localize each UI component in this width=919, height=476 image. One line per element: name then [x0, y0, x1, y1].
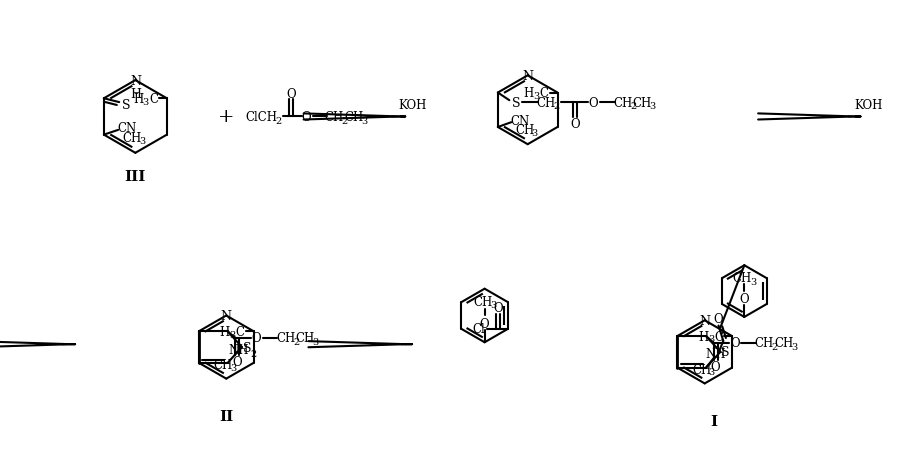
- Text: O: O: [713, 313, 722, 326]
- Text: 2: 2: [771, 342, 777, 351]
- Text: 3: 3: [230, 363, 236, 372]
- Text: O: O: [301, 111, 312, 124]
- Text: CH: CH: [754, 337, 773, 349]
- Text: C: C: [713, 330, 722, 343]
- Text: 2: 2: [342, 117, 347, 126]
- Text: 3: 3: [360, 117, 367, 126]
- Text: 3: 3: [139, 137, 145, 146]
- Text: N: N: [698, 314, 709, 327]
- Text: CH: CH: [536, 97, 555, 109]
- Text: 3: 3: [142, 98, 149, 107]
- Text: O: O: [286, 88, 296, 101]
- Text: 2: 2: [293, 337, 300, 347]
- Text: C: C: [149, 92, 158, 106]
- Text: 2: 2: [275, 117, 281, 126]
- Text: C: C: [539, 87, 548, 100]
- Text: O: O: [710, 360, 720, 373]
- Text: 3: 3: [790, 342, 797, 351]
- Text: N: N: [522, 69, 533, 83]
- Text: C: C: [235, 325, 244, 338]
- Text: O: O: [588, 97, 597, 109]
- Text: KOH: KOH: [398, 99, 426, 111]
- Text: KOH: KOH: [853, 99, 881, 112]
- Text: 3: 3: [533, 92, 539, 101]
- Text: CN: CN: [510, 115, 529, 128]
- Text: NH: NH: [705, 347, 725, 360]
- Text: CH: CH: [515, 124, 534, 137]
- Text: CH: CH: [632, 97, 652, 109]
- Text: CH: CH: [276, 332, 295, 345]
- Text: CH: CH: [773, 337, 792, 349]
- Text: 3: 3: [649, 102, 655, 111]
- Text: O: O: [570, 118, 580, 130]
- Text: N: N: [130, 74, 141, 88]
- Text: 3: 3: [707, 335, 713, 344]
- Text: O: O: [493, 302, 503, 315]
- Text: H: H: [698, 330, 708, 343]
- Text: ClCH: ClCH: [245, 111, 278, 124]
- Text: CH: CH: [472, 295, 492, 308]
- Text: O: O: [739, 293, 748, 306]
- Text: O: O: [233, 356, 242, 368]
- Text: I: I: [710, 414, 717, 428]
- Text: 3: 3: [229, 330, 235, 339]
- Text: O: O: [480, 317, 489, 330]
- Text: 2: 2: [630, 102, 636, 111]
- Text: H: H: [133, 92, 143, 106]
- Text: 3: 3: [530, 129, 537, 138]
- Text: CH: CH: [123, 132, 142, 145]
- Text: O: O: [729, 337, 739, 349]
- Text: S: S: [511, 97, 520, 109]
- Text: O: O: [251, 332, 261, 345]
- Text: 3: 3: [749, 278, 755, 287]
- Text: +: +: [218, 108, 234, 126]
- Text: CN: CN: [117, 122, 136, 135]
- Text: Cl: Cl: [472, 323, 485, 336]
- Text: 3: 3: [490, 301, 496, 310]
- Text: S: S: [243, 341, 251, 354]
- Text: H: H: [130, 88, 141, 101]
- Text: S: S: [720, 346, 729, 358]
- Text: 2: 2: [250, 349, 256, 358]
- Text: N: N: [221, 309, 232, 322]
- Text: 3: 3: [708, 367, 714, 377]
- Text: II: II: [219, 409, 233, 423]
- Text: 3: 3: [312, 337, 319, 347]
- Text: CH: CH: [324, 111, 344, 124]
- Text: CH: CH: [213, 358, 233, 371]
- Text: CH: CH: [732, 272, 751, 285]
- Text: CH: CH: [295, 332, 314, 345]
- Text: CH: CH: [344, 111, 363, 124]
- Text: H: H: [220, 325, 230, 338]
- Text: CH: CH: [613, 97, 632, 109]
- Text: H: H: [523, 87, 533, 100]
- Text: CH: CH: [691, 363, 710, 376]
- Text: 2: 2: [552, 102, 559, 111]
- Text: S: S: [121, 99, 130, 111]
- Text: NH: NH: [229, 343, 249, 356]
- Text: III: III: [125, 169, 146, 183]
